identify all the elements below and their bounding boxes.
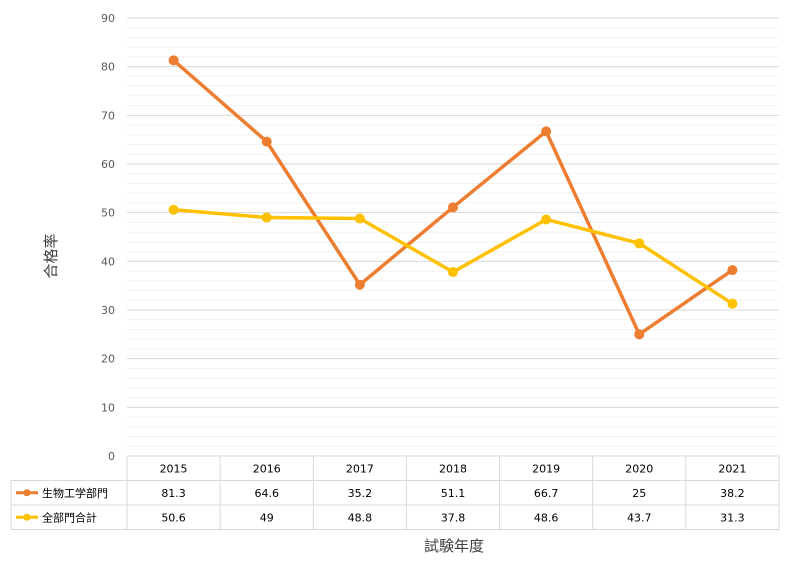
data-table-value: 48.8 — [348, 511, 373, 524]
data-table-value: 35.2 — [348, 487, 373, 500]
y-tick-label: 10 — [101, 401, 115, 414]
y-tick-label: 80 — [101, 61, 115, 74]
x-category-label: 2020 — [625, 462, 653, 475]
y-tick-label: 50 — [101, 207, 115, 220]
data-point — [541, 126, 552, 137]
data-point — [354, 213, 365, 224]
y-axis-title: 合格率 — [42, 233, 60, 278]
data-point — [168, 55, 179, 66]
gridlines — [127, 17, 779, 457]
data-point — [634, 238, 645, 249]
data-table-value: 51.1 — [441, 487, 466, 500]
y-tick-label: 90 — [101, 12, 115, 25]
y-tick-label: 40 — [101, 255, 115, 268]
legend-key-marker — [23, 489, 31, 497]
data-point — [354, 279, 365, 290]
data-point — [261, 212, 272, 223]
y-tick-label: 20 — [101, 353, 115, 366]
series-line — [171, 58, 735, 337]
series-line — [171, 207, 735, 306]
y-axis-ticks: 0 10 20 30 40 50 60 70 80 90 — [101, 12, 115, 463]
x-category-label: 2016 — [253, 462, 281, 475]
data-point — [448, 267, 458, 278]
data-table-value: 48.6 — [534, 511, 559, 524]
x-category-label: 2015 — [160, 462, 188, 475]
data-table-value: 43.7 — [627, 511, 652, 524]
data-table: 2015 2016 2017 2018 2019 2020 2021 生物工学部門 81.3 64… — [10, 455, 780, 530]
x-category-label: 2019 — [532, 462, 560, 475]
data-table-value: 64.6 — [254, 487, 279, 500]
x-category-label: 2017 — [346, 462, 374, 475]
data-table-value: 49 — [260, 511, 274, 524]
y-tick-label: 60 — [101, 158, 115, 171]
y-tick-label: 70 — [101, 109, 115, 122]
x-category-label: 2018 — [439, 462, 467, 475]
data-point — [634, 329, 645, 340]
data-point — [541, 214, 552, 225]
data-table-value: 66.7 — [534, 487, 559, 500]
data-point — [261, 136, 272, 147]
data-point — [727, 298, 738, 309]
data-point — [727, 265, 738, 276]
legend-key-marker — [23, 513, 31, 521]
data-point — [448, 202, 458, 213]
legend-series-name: 全部門合計 — [42, 510, 97, 524]
y-tick-label: 0 — [108, 450, 115, 463]
data-table-value: 31.3 — [720, 511, 745, 524]
data-table-value: 25 — [632, 487, 646, 500]
data-table-value: 38.2 — [720, 487, 745, 500]
series-lines — [168, 55, 738, 340]
y-tick-label: 30 — [101, 304, 115, 317]
x-axis-title: 試験年度 — [424, 537, 484, 555]
x-category-label: 2021 — [718, 462, 746, 475]
data-table-value: 81.3 — [161, 487, 186, 500]
data-table-value: 37.8 — [441, 511, 466, 524]
data-point — [168, 204, 179, 215]
legend-series-name: 生物工学部門 — [42, 486, 108, 500]
data-table-value: 50.6 — [161, 511, 186, 524]
